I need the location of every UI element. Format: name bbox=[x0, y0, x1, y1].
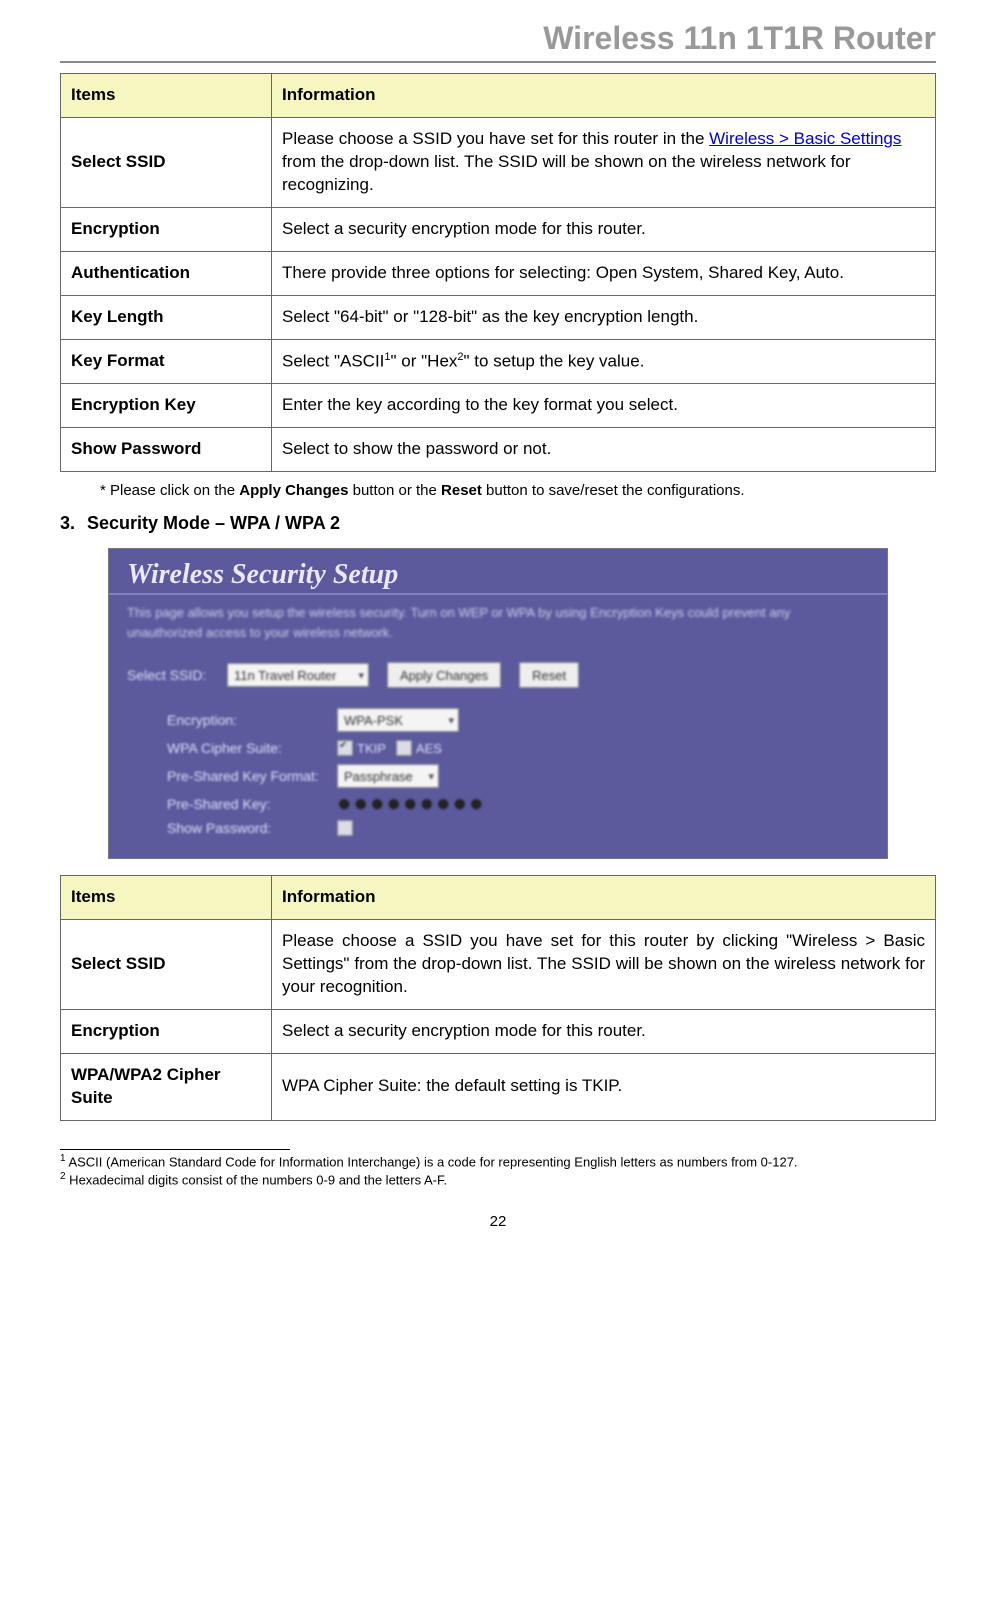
screenshot-title: Wireless Security Setup bbox=[109, 549, 887, 595]
cell-info: Enter the key according to the key forma… bbox=[272, 384, 936, 428]
table2-header-items: Items bbox=[61, 876, 272, 920]
section-heading-wpa: 3. Security Mode – WPA / WPA 2 bbox=[60, 513, 936, 534]
cell-info: Select a security encryption mode for th… bbox=[272, 207, 936, 251]
ss-row-encryption: Encryption: WPA-PSK ▾ bbox=[149, 704, 887, 736]
ss-psk-format-label: Pre-Shared Key Format: bbox=[167, 768, 337, 784]
chevron-down-icon: ▾ bbox=[352, 669, 364, 682]
apply-changes-text: Apply Changes bbox=[239, 482, 348, 499]
cell-label: Select SSID bbox=[61, 919, 272, 1009]
footnote-1-text: ASCII (American Standard Code for Inform… bbox=[66, 1154, 798, 1169]
ss-select-ssid-dropdown[interactable]: 11n Travel Router ▾ bbox=[227, 663, 369, 687]
table1-header-items: Items bbox=[61, 74, 272, 118]
ss-row-cipher: WPA Cipher Suite: TKIP AES bbox=[149, 736, 887, 760]
ss-encryption-label: Encryption: bbox=[167, 712, 337, 728]
table-row: Select SSID Please choose a SSID you hav… bbox=[61, 117, 936, 207]
table2-header-info: Information bbox=[272, 876, 936, 920]
footnote-separator bbox=[60, 1149, 290, 1150]
text-fragment: button to save/reset the configurations. bbox=[482, 482, 745, 499]
table-row: Key Format Select "ASCII1" or "Hex2" to … bbox=[61, 339, 936, 384]
cell-label: Select SSID bbox=[61, 117, 272, 207]
cell-label: Encryption Key bbox=[61, 384, 272, 428]
cell-label: Encryption bbox=[61, 207, 272, 251]
ss-show-password-label: Show Password: bbox=[167, 820, 337, 836]
wireless-security-screenshot: Wireless Security Setup This page allows… bbox=[108, 548, 888, 859]
ss-psk-format-value: Passphrase bbox=[344, 769, 413, 784]
ss-psk-input[interactable]: ●●●●●●●●● bbox=[337, 797, 485, 811]
footnote-2: 2 Hexadecimal digits consist of the numb… bbox=[60, 1170, 936, 1189]
ss-row-show-password: Show Password: bbox=[149, 816, 887, 840]
text-fragment: " or "Hex bbox=[391, 351, 458, 370]
cell-label: Authentication bbox=[61, 251, 272, 295]
ss-tkip-label: TKIP bbox=[357, 741, 386, 756]
ss-show-password-checkbox[interactable] bbox=[337, 820, 353, 836]
ss-row-psk: Pre-Shared Key: ●●●●●●●●● bbox=[149, 792, 887, 816]
cell-info: Please choose a SSID you have set for th… bbox=[272, 117, 936, 207]
text-fragment: * Please click on the bbox=[100, 482, 239, 499]
ss-aes-label: AES bbox=[416, 741, 442, 756]
table-row: Encryption Key Enter the key according t… bbox=[61, 384, 936, 428]
cell-label: Key Length bbox=[61, 295, 272, 339]
ss-tkip-checkbox[interactable] bbox=[337, 740, 353, 756]
cell-info: Select a security encryption mode for th… bbox=[272, 1009, 936, 1053]
table-row: Encryption Select a security encryption … bbox=[61, 207, 936, 251]
chevron-down-icon: ▾ bbox=[442, 714, 454, 727]
ss-encryption-value: WPA-PSK bbox=[344, 713, 403, 728]
table-wep-settings: Items Information Select SSID Please cho… bbox=[60, 73, 936, 472]
footnote-1: 1 ASCII (American Standard Code for Info… bbox=[60, 1152, 936, 1171]
text-fragment: from the drop-down list. The SSID will b… bbox=[282, 152, 851, 194]
text-fragment: button or the bbox=[348, 482, 441, 499]
reset-text: Reset bbox=[441, 482, 482, 499]
ss-encryption-dropdown[interactable]: WPA-PSK ▾ bbox=[337, 708, 459, 732]
ss-reset-button[interactable]: Reset bbox=[519, 662, 579, 688]
table-row: Key Length Select "64-bit" or "128-bit" … bbox=[61, 295, 936, 339]
ss-row-psk-format: Pre-Shared Key Format: Passphrase ▾ bbox=[149, 760, 887, 792]
table-row: Show Password Select to show the passwor… bbox=[61, 428, 936, 472]
ss-aes-checkbox[interactable] bbox=[396, 740, 412, 756]
cell-info: There provide three options for selectin… bbox=[272, 251, 936, 295]
wireless-basic-settings-link[interactable]: Wireless > Basic Settings bbox=[709, 129, 901, 148]
section-title: Security Mode – WPA / WPA 2 bbox=[87, 513, 340, 533]
text-fragment: " to setup the key value. bbox=[464, 351, 645, 370]
cell-info: WPA Cipher Suite: the default setting is… bbox=[272, 1053, 936, 1120]
ss-select-ssid-label: Select SSID: bbox=[127, 667, 227, 683]
table-row: WPA/WPA2 Cipher Suite WPA Cipher Suite: … bbox=[61, 1053, 936, 1120]
table-wpa-settings: Items Information Select SSID Please cho… bbox=[60, 875, 936, 1121]
cell-info: Select to show the password or not. bbox=[272, 428, 936, 472]
chevron-down-icon: ▾ bbox=[422, 770, 434, 783]
cell-label: Encryption bbox=[61, 1009, 272, 1053]
cell-label: WPA/WPA2 Cipher Suite bbox=[61, 1053, 272, 1120]
cell-label: Key Format bbox=[61, 339, 272, 384]
page-number: 22 bbox=[60, 1213, 936, 1230]
ss-cipher-label: WPA Cipher Suite: bbox=[167, 740, 337, 756]
ss-select-ssid-value: 11n Travel Router bbox=[234, 668, 336, 683]
header-band: Wireless 11n 1T1R Router bbox=[60, 20, 936, 63]
section-number: 3. bbox=[60, 513, 82, 534]
cell-info: Select "ASCII1" or "Hex2" to setup the k… bbox=[272, 339, 936, 384]
table-row: Select SSID Please choose a SSID you hav… bbox=[61, 919, 936, 1009]
table-row: Authentication There provide three optio… bbox=[61, 251, 936, 295]
table1-header-info: Information bbox=[272, 74, 936, 118]
footnote-2-text: Hexadecimal digits consist of the number… bbox=[66, 1173, 448, 1188]
screenshot-description: This page allows you setup the wireless … bbox=[109, 595, 887, 658]
ss-psk-label: Pre-Shared Key: bbox=[167, 796, 337, 812]
ss-row-select-ssid: Select SSID: 11n Travel Router ▾ Apply C… bbox=[109, 658, 887, 692]
ss-apply-changes-button[interactable]: Apply Changes bbox=[387, 662, 501, 688]
ss-psk-format-dropdown[interactable]: Passphrase ▾ bbox=[337, 764, 439, 788]
text-fragment: Please choose a SSID you have set for th… bbox=[282, 129, 709, 148]
cell-info: Select "64-bit" or "128-bit" as the key … bbox=[272, 295, 936, 339]
text-fragment: Select "ASCII bbox=[282, 351, 384, 370]
page-header-title: Wireless 11n 1T1R Router bbox=[60, 20, 936, 61]
cell-info: Please choose a SSID you have set for th… bbox=[272, 919, 936, 1009]
cell-label: Show Password bbox=[61, 428, 272, 472]
table-row: Encryption Select a security encryption … bbox=[61, 1009, 936, 1053]
apply-reset-note: * Please click on the Apply Changes butt… bbox=[100, 482, 936, 499]
